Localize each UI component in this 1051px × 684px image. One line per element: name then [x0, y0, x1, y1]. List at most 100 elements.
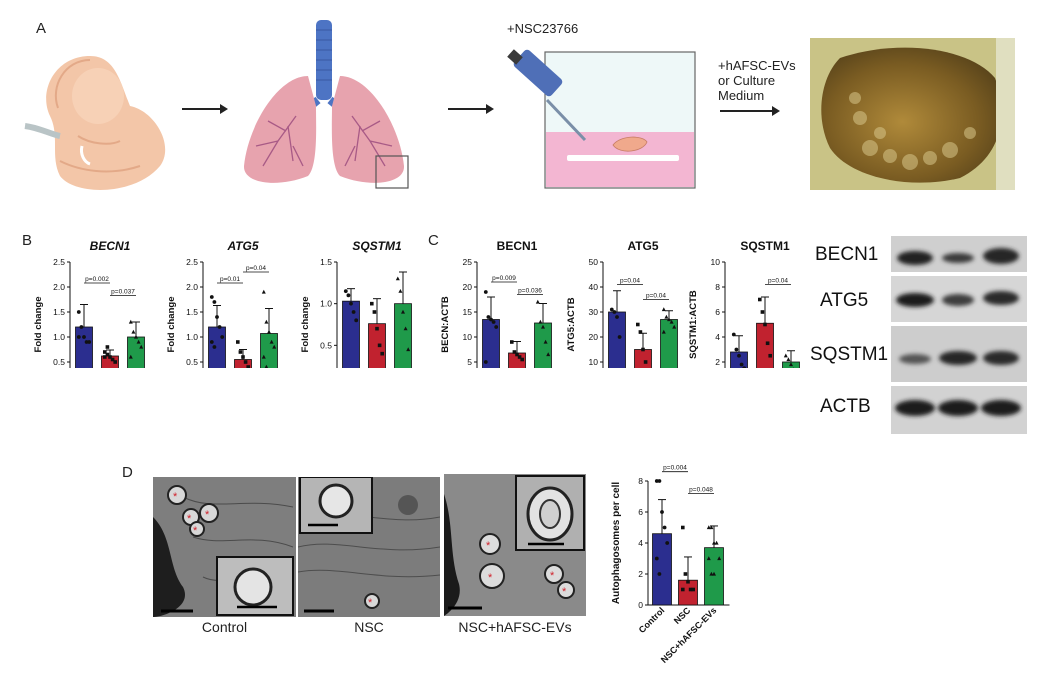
data-point	[681, 587, 685, 592]
data-point	[241, 355, 245, 359]
y-tick-label: 10	[589, 357, 599, 367]
data-point	[136, 339, 141, 344]
data-point	[131, 329, 136, 334]
p-value-label: p=0.009	[492, 275, 516, 282]
data-point	[510, 340, 514, 344]
y-axis-label: SQSTM1:ACTB	[688, 290, 699, 359]
data-point	[483, 360, 488, 364]
data-point	[543, 339, 548, 344]
y-tick-label: 1.5	[320, 257, 332, 267]
data-point	[261, 289, 266, 294]
y-tick-label: 4	[715, 332, 720, 342]
bar	[342, 300, 360, 368]
data-point	[349, 301, 353, 306]
data-point	[139, 344, 144, 349]
data-point	[351, 310, 356, 314]
data-point	[636, 322, 640, 327]
data-point	[665, 541, 670, 545]
data-point	[398, 288, 403, 293]
y-tick-label: 30	[589, 307, 599, 317]
p-value-label: p=0.002	[85, 276, 109, 283]
data-point	[261, 354, 266, 359]
y-axis-label: Autophagosomes per cell	[611, 482, 622, 604]
data-point	[739, 362, 744, 367]
data-point	[105, 345, 110, 349]
y-tick-label: 15	[463, 307, 473, 317]
data-point	[372, 310, 377, 314]
chart-becn1-actb: BECN1BECN:ACTB0510152025ControlNSCNSC+hA…	[440, 239, 552, 368]
chart-atg5-actb: ATG5ATG5:ACTB01020304050ControlNSCNSC+hA…	[566, 239, 678, 368]
data-point	[615, 315, 619, 319]
data-point	[669, 319, 674, 324]
y-tick-label: 0	[638, 600, 643, 610]
data-point	[354, 318, 359, 323]
y-tick-label: 2	[715, 357, 720, 367]
data-point	[672, 324, 677, 329]
data-point	[734, 347, 739, 352]
svg-text:*: *	[488, 572, 493, 584]
em-caption-nsc-evs: NSC+hAFSC-EVs	[458, 619, 572, 635]
em-caption-control: Control	[201, 619, 248, 635]
p-value-label: p=0.048	[689, 486, 713, 493]
data-point	[760, 310, 765, 314]
y-tick-label: 0.5	[186, 357, 198, 367]
data-point	[609, 307, 614, 312]
data-point	[657, 479, 662, 483]
data-point	[709, 571, 714, 576]
data-point	[706, 525, 711, 530]
chart-title: ATG5	[226, 239, 258, 253]
svg-text:*: *	[193, 525, 198, 537]
data-point	[401, 309, 405, 314]
data-point	[681, 525, 685, 530]
data-point	[789, 362, 793, 367]
data-point	[688, 587, 693, 592]
data-point	[662, 525, 667, 530]
p-value-label: p=0.04	[646, 293, 666, 300]
data-point	[661, 329, 666, 334]
data-point	[243, 360, 248, 364]
svg-text:*: *	[205, 509, 210, 521]
data-point	[731, 332, 736, 337]
data-point	[758, 297, 762, 302]
y-tick-label: 1.5	[53, 307, 65, 317]
lungs-illustration	[243, 20, 409, 189]
svg-text:*: *	[187, 513, 192, 525]
data-point	[641, 347, 645, 352]
data-point	[483, 290, 488, 294]
data-point	[103, 350, 107, 354]
y-tick-label: 0.5	[53, 357, 65, 367]
data-point	[212, 300, 217, 304]
data-point	[763, 322, 767, 327]
arrow-icon	[182, 104, 228, 114]
data-point	[103, 355, 107, 359]
data-point	[246, 365, 250, 368]
p-value-label: p=0.036	[518, 288, 542, 295]
bar	[534, 322, 552, 368]
data-point	[380, 351, 384, 356]
data-point	[272, 344, 277, 349]
data-point	[267, 329, 271, 334]
y-axis-label: Fold change	[166, 297, 177, 353]
data-point	[793, 367, 794, 368]
data-point	[783, 353, 788, 358]
data-point	[737, 353, 741, 358]
y-axis-label: BECN:ACTB	[440, 296, 451, 353]
bar	[208, 326, 226, 368]
em-image-control: * * * *	[153, 477, 296, 617]
data-point	[638, 330, 643, 334]
data-point	[82, 335, 86, 339]
bar	[678, 579, 698, 606]
chart-title: SQSTM1	[352, 239, 402, 253]
data-point	[617, 335, 622, 339]
fetus-illustration	[24, 56, 166, 190]
y-tick-label: 8	[715, 282, 720, 292]
panel-label-a: A	[36, 20, 47, 37]
y-tick-label: 25	[463, 257, 473, 267]
chart-title: SQSTM1	[740, 239, 790, 253]
p-value-label: p=0.04	[768, 278, 788, 285]
data-point	[491, 320, 496, 324]
data-point	[661, 307, 666, 312]
svg-text:*: *	[562, 586, 567, 598]
